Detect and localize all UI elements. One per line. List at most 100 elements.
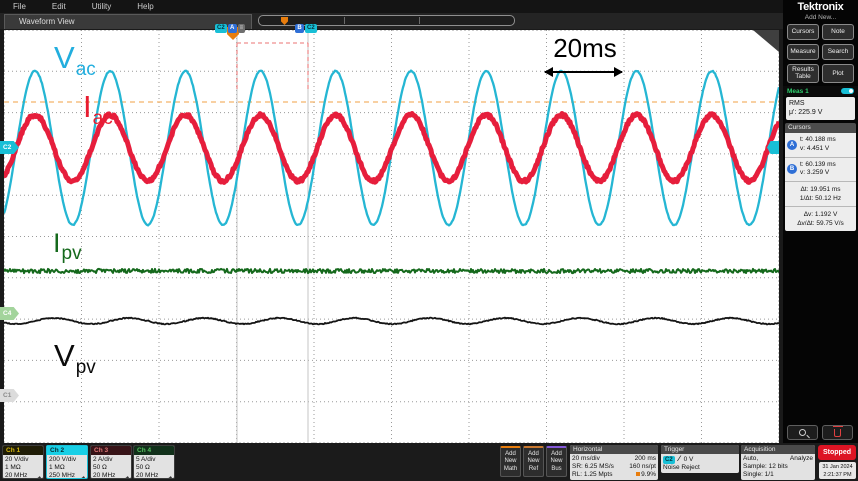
channel-2-bandwidth: 250 MHz (49, 472, 76, 479)
trace-label-vac: Vac (54, 40, 96, 80)
channel-4-scale: 5 A/div (136, 456, 156, 463)
cursor-a-handle[interactable]: C2 A ≡ (215, 24, 246, 33)
horizontal-scale: 20 ms/div (572, 455, 600, 462)
cursor-b-time: t: 60.139 ms (800, 160, 836, 168)
cursors-button[interactable]: Cursors (787, 24, 819, 40)
waveform-canvas[interactable] (4, 30, 779, 443)
channel-1-termination: 1 MΩ (5, 464, 21, 471)
resolution: 160 ns/pt (629, 463, 656, 470)
graticule[interactable]: Vac Iac Ipv Vpv 20ms (4, 30, 779, 443)
record-length: RL: 1.25 Mpts (572, 471, 613, 478)
meas1-mean: μ': 225.9 V (789, 109, 823, 117)
time-scale-arrow (544, 67, 623, 77)
channel-3-bandwidth: 20 MHz (93, 472, 116, 479)
channel-3-name: Ch 3 (91, 446, 131, 455)
channel-marker-c1[interactable]: C1 (0, 389, 19, 402)
timeline-tick (344, 17, 345, 24)
channel-4-badge[interactable]: Ch 4 5 A/div 50 Ω 20 MHz (133, 445, 175, 479)
trigger-source-chip: C2 (663, 456, 675, 464)
cursor-delta-time: Δt: 19.951 ms 1/Δt: 50.12 Hz (785, 182, 856, 208)
add-new-math-button[interactable]: Add New Math (500, 446, 521, 477)
menu-bar: File Edit Utility Help (0, 0, 783, 13)
channel-3-scale: 2 A/div (93, 456, 113, 463)
channel-4-termination: 50 Ω (136, 464, 150, 471)
trace-label-vpv: Vpv (54, 338, 96, 378)
cursor-delta-voltage: Δv: 1.192 V Δv/Δt: 59.75 V/s (797, 211, 844, 228)
trigger-title: Trigger (661, 445, 739, 454)
zoom-tool-button[interactable] (787, 425, 818, 440)
cursor-grip-icon[interactable]: ≡ (237, 24, 246, 33)
channel-marker-c4[interactable]: C4 (0, 307, 19, 320)
cursor-a-chip[interactable]: A (227, 24, 237, 33)
bottom-bar: Ch 1 20 V/div 1 MΩ 20 MHz Ch 2 200 V/div… (0, 443, 858, 481)
plot-button[interactable]: Plot (822, 64, 854, 83)
run-stop-button[interactable]: Stopped (818, 445, 856, 460)
tab-strip: Waveform View (0, 13, 783, 29)
cursor-a-readout: A t: 40.188 ms v: 4.451 V (785, 133, 856, 158)
sidebar-tools (787, 425, 854, 440)
horizontal-title: Horizontal (570, 445, 658, 454)
cursor-a-voltage: v: 4.451 V (800, 144, 830, 152)
cursors-panel-header[interactable]: Cursors (785, 123, 856, 133)
trash-icon (832, 426, 843, 437)
channel-1-badge[interactable]: Ch 1 20 V/div 1 MΩ 20 MHz (2, 445, 44, 479)
trigger-mode: Noise Reject (663, 464, 700, 471)
trigger-panel[interactable]: Trigger C2 ∕ 0 V Noise Reject (661, 445, 739, 473)
meas1-readout[interactable]: RMS μ': 225.9 V (786, 97, 855, 120)
cursor-b-voltage: v: 3.259 V (800, 169, 830, 177)
acquisition-title: Acquisition (741, 445, 815, 454)
add-new-ref-button[interactable]: Add New Ref (523, 446, 544, 477)
cursor-a-source-chip[interactable]: C2 (215, 24, 227, 33)
sample-rate: SR: 6.25 MS/s (572, 463, 614, 470)
acquisition-analyze: Analyze (789, 455, 813, 462)
note-button[interactable]: Note (822, 24, 854, 40)
channel-2-name: Ch 2 (47, 446, 87, 455)
channel-1-scale: 20 V/div (5, 456, 29, 463)
channel-3-badge[interactable]: Ch 3 2 A/div 50 Ω 20 MHz (90, 445, 132, 479)
trace-ipv (4, 267, 779, 275)
trigger-level: 0 V (683, 456, 694, 463)
horizontal-panel[interactable]: Horizontal 20 ms/div 200 ms SR: 6.25 MS/… (570, 445, 658, 480)
results-table-button[interactable]: Results Table (787, 64, 819, 83)
channel-1-bandwidth: 20 MHz (5, 472, 28, 479)
meas1-type: RMS (789, 100, 805, 107)
channel-2-termination: 1 MΩ (49, 464, 65, 471)
acquisition-sample: Sample: 12 bits (743, 463, 788, 470)
menu-item-file[interactable]: File (13, 2, 26, 11)
cursor-b-readout: B t: 60.139 ms v: 3.259 V (785, 158, 856, 183)
time-scale-annotation: 20ms (553, 33, 617, 63)
measure-button[interactable]: Measure (787, 44, 819, 60)
cursor-b-chip[interactable]: B (295, 24, 304, 33)
meas1-badge[interactable]: Meas 1 (783, 86, 858, 96)
menu-item-edit[interactable]: Edit (51, 2, 66, 11)
cursors-readout-panel[interactable]: A t: 40.188 ms v: 4.451 V B t: 60.139 ms… (785, 133, 856, 232)
date: 31 Jan 2024 (822, 464, 853, 470)
cursor-b-handle[interactable]: B C2 (295, 24, 317, 33)
menu-item-utility[interactable]: Utility (91, 2, 112, 11)
add-new-label: Add New... (804, 14, 837, 21)
channel-marker-c2[interactable]: C2 (0, 141, 19, 154)
trigger-position-icon (636, 472, 641, 476)
add-new-bus-button[interactable]: Add New Bus (546, 446, 567, 477)
search-button[interactable]: Search (822, 44, 854, 60)
channel-3-termination: 50 Ω (93, 464, 107, 471)
horizontal-pan-bar[interactable] (258, 15, 515, 26)
tab-waveform-view[interactable]: Waveform View (4, 14, 252, 29)
trace-iac (4, 111, 779, 185)
horizontal-window: 200 ms (634, 455, 656, 462)
cursor-b-source-chip[interactable]: C2 (305, 24, 317, 33)
menu-item-help[interactable]: Help (137, 2, 154, 11)
date-time[interactable]: 31 Jan 2024 2:21:37 PM (819, 462, 856, 479)
trigger-level-arrow-icon[interactable] (767, 141, 779, 154)
trace-label-ipv: Ipv (53, 228, 82, 264)
meas1-toggle[interactable] (841, 88, 854, 94)
delete-tool-button[interactable] (822, 425, 853, 440)
channel-2-scale: 200 V/div (49, 456, 77, 463)
acquisition-panel[interactable]: Acquisition Auto, Analyze Sample: 12 bit… (741, 445, 815, 480)
channel-1-name: Ch 1 (3, 446, 43, 455)
channel-2-badge[interactable]: Ch 2 200 V/div 1 MΩ 250 MHz (46, 445, 88, 479)
sidebar: Tektronix Add New... Cursors Note Measur… (783, 0, 858, 443)
acquisition-single: Single: 1/1 (743, 471, 774, 478)
timeline-trigger-marker-icon[interactable] (281, 17, 288, 25)
